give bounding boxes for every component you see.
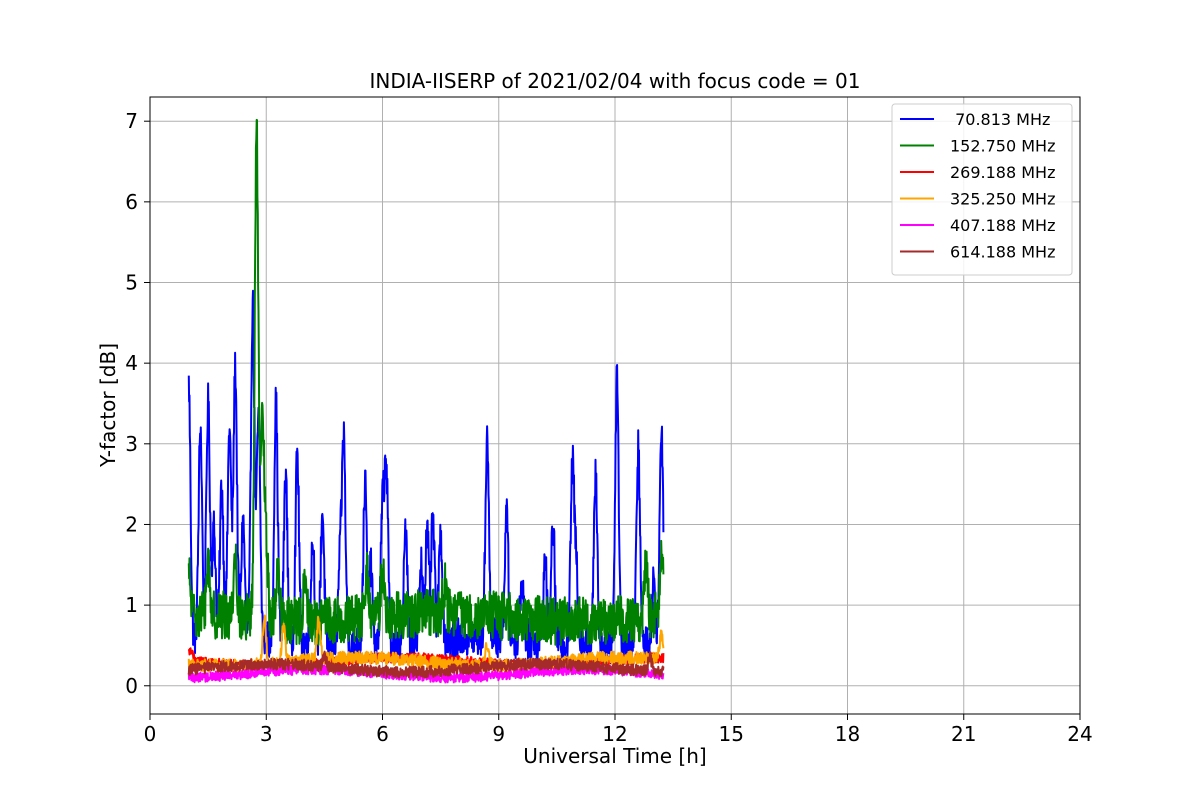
y-tick-label: 1	[125, 593, 138, 617]
y-tick-label: 0	[125, 674, 138, 698]
legend-entry: 325.250 MHz	[950, 190, 1055, 209]
x-tick-label: 12	[602, 722, 627, 746]
y-tick-label: 2	[125, 512, 138, 536]
x-axis-ticks: 0 3 6 9 12 15 18 21 24	[144, 714, 1093, 746]
chart-title: INDIA-IISERP of 2021/02/04 with focus co…	[370, 69, 861, 93]
x-tick-label: 6	[376, 722, 389, 746]
x-axis-label: Universal Time [h]	[523, 744, 706, 768]
x-tick-label: 15	[719, 722, 744, 746]
y-tick-label: 7	[125, 109, 138, 133]
y-axis-ticks: 0 1 2 3 4 5 6 7	[125, 109, 150, 698]
y-tick-label: 4	[125, 351, 138, 375]
x-tick-label: 24	[1067, 722, 1092, 746]
series-line	[187, 650, 665, 679]
legend-box	[891, 103, 1073, 276]
y-tick-label: 3	[125, 432, 138, 456]
legend-entry: 152.750 MHz	[950, 137, 1055, 156]
x-tick-label: 9	[492, 722, 505, 746]
legend-entry: 269.188 MHz	[950, 163, 1055, 182]
x-tick-label: 3	[260, 722, 273, 746]
series-line	[187, 289, 665, 666]
legend-entry: 407.188 MHz	[950, 216, 1055, 235]
series-line	[187, 118, 665, 646]
x-tick-label: 0	[144, 722, 157, 746]
legend-entry: 70.813 MHz	[950, 110, 1050, 129]
series-line	[187, 614, 665, 673]
y-tick-label: 5	[125, 271, 138, 295]
series-layer	[187, 118, 665, 684]
legend-entry: 614.188 MHz	[950, 243, 1055, 262]
y-axis-label: Y-factor [dB]	[96, 343, 120, 468]
y-tick-label: 6	[125, 190, 138, 214]
x-tick-label: 18	[835, 722, 860, 746]
x-tick-label: 21	[951, 722, 976, 746]
legend: 70.813 MHz 152.750 MHz 269.188 MHz 325.250 …	[891, 103, 1073, 276]
